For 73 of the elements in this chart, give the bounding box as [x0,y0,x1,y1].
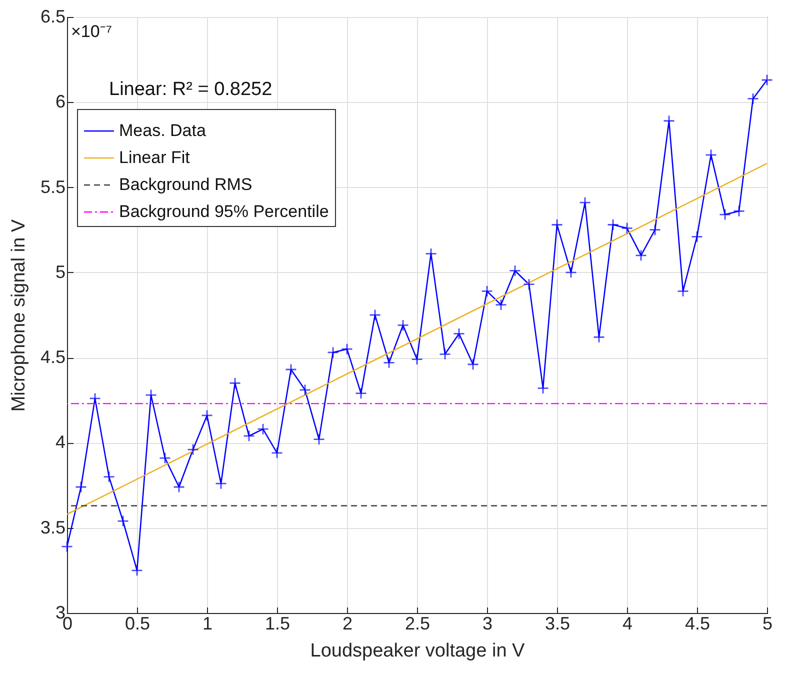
x-tick-label: 1 [202,614,213,634]
point [383,356,395,369]
annotation: ×10⁻⁷ [71,22,112,41]
point [719,208,731,220]
x-tick-label: 1.5 [264,614,290,634]
point [509,264,521,277]
y-tick-label: 6 [55,92,66,112]
y-tick-label: 3.5 [40,517,66,538]
legend-label: Background 95% Percentile [119,202,329,221]
point [313,433,325,446]
point [215,478,227,490]
point [117,515,129,527]
annotation: Linear: R² = 0.8252 [109,79,272,100]
x-tick-label: 4 [622,614,633,634]
point [61,540,73,553]
point [649,224,661,236]
point [425,248,437,260]
point [453,328,465,340]
point [579,196,591,209]
point [635,249,647,262]
point [173,481,185,493]
point [201,410,213,422]
point [523,278,535,290]
point [677,285,689,298]
point [411,353,423,366]
point [159,452,171,464]
y-axis-title: Microphone signal in V [8,219,30,412]
y-tick-label: 6.5 [40,6,66,26]
point [299,384,311,396]
point [481,285,493,298]
point [341,343,353,355]
point [467,358,479,370]
x-tick-label: 3 [482,614,493,634]
y-tick-label: 5 [55,262,66,282]
point [271,446,283,459]
point [327,346,339,358]
point [145,389,157,401]
x-tick-label: 2 [342,614,353,634]
point [187,444,199,456]
legend-label: Background RMS [119,175,252,194]
point [607,218,619,231]
point [495,298,507,311]
point [691,230,703,243]
point [285,364,297,376]
point [229,377,241,390]
y-tick-label: 4.5 [40,347,66,368]
legend-label: Meas. Data [119,121,206,140]
point [369,309,381,321]
point [439,348,451,360]
point [75,481,87,493]
y-tick-label: 4 [55,432,66,452]
point [705,148,717,161]
x-tick-label: 5 [762,614,773,634]
point [257,423,269,436]
x-tick-label: 3.5 [544,614,570,634]
point [131,564,143,576]
x-tick-label: 2.5 [404,614,430,634]
x-tick-label: 4.5 [684,614,710,634]
point [621,222,633,234]
point [89,392,101,404]
point [103,470,115,483]
x-axis-title: Loudspeaker voltage in V [310,640,526,662]
point [747,92,759,105]
x-tick-label: 0.5 [124,614,150,634]
point [551,218,563,231]
point [761,74,773,86]
legend-label: Linear Fit [119,148,190,167]
point [355,387,367,400]
point [243,430,255,442]
point [397,319,409,332]
y-tick-label: 5.5 [40,176,66,197]
point [565,266,577,278]
point [733,205,745,218]
